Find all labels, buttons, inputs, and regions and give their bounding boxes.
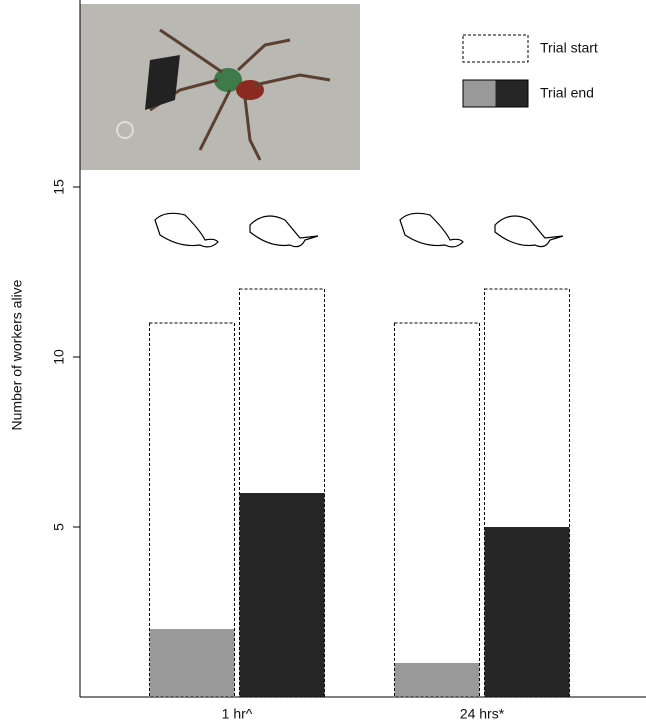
legend-swatch <box>463 35 528 62</box>
y-tick-label: 15 <box>51 179 67 195</box>
chart: Number of workers alive 5 10 15 1 hr^ 24 hrs… <box>0 0 646 725</box>
legend-swatch <box>463 80 496 107</box>
ant-icons <box>155 213 563 247</box>
legend-swatch <box>496 80 529 107</box>
x-tick-label: 1 hr^ <box>222 706 253 722</box>
y-tick-label: 10 <box>51 349 67 365</box>
page: {"chart_data": {"type": "bar", "y_label"… <box>0 0 646 725</box>
bar-end <box>150 629 235 697</box>
x-tick-label: 24 hrs* <box>460 706 505 722</box>
bar-end <box>485 527 570 697</box>
bar-start <box>395 323 480 697</box>
bar-end <box>395 663 480 697</box>
y-axis-label: Number of workers alive <box>9 279 25 430</box>
legend-label: Trial end <box>540 85 594 101</box>
y-tick-label: 5 <box>51 523 67 531</box>
legend-label: Trial start <box>540 40 598 56</box>
photo <box>80 4 360 170</box>
bar-end <box>240 493 325 697</box>
